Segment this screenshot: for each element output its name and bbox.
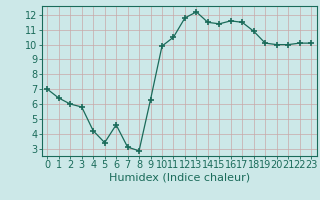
X-axis label: Humidex (Indice chaleur): Humidex (Indice chaleur)	[108, 173, 250, 183]
